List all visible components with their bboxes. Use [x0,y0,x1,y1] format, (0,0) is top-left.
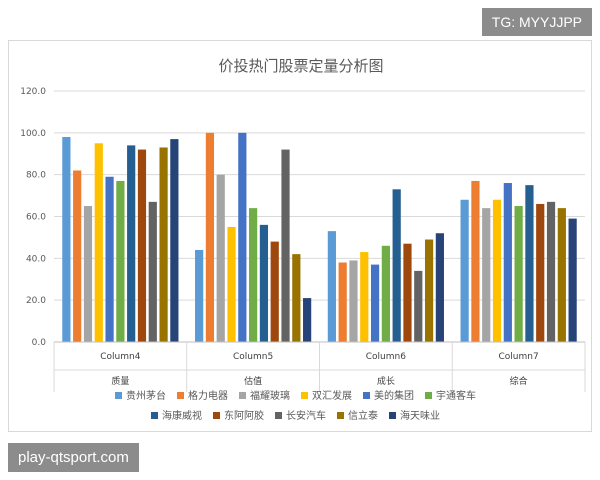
x-tick-label: Column5 [233,352,273,362]
bar [349,260,358,342]
legend-label: 宇通客车 [436,389,476,402]
bar [403,243,412,342]
y-tick-label: 0.0 [32,338,47,348]
bar [62,137,71,342]
legend-swatch [275,412,282,419]
bar [514,206,523,342]
bar [159,147,168,342]
legend-swatch [239,392,246,399]
y-tick-label: 120.0 [20,87,46,97]
group-label: 成长 [377,375,395,387]
legend-swatch [213,412,220,419]
group-label: 综合 [510,375,528,387]
x-tick-label: Column6 [366,352,406,362]
legend-label: 格力电器 [188,389,228,402]
legend-label: 东阿阿胶 [224,409,264,422]
y-tick-label: 40.0 [26,254,46,264]
bar [195,249,204,342]
bar [392,189,401,342]
bar [259,224,269,342]
legend-label: 贵州茅台 [126,389,166,402]
chart-frame: 价投热门股票定量分析图 0.0 20.0 40.0 60.0 80.0 100.0 120.… [8,40,592,432]
bar [503,183,512,342]
bar [270,241,279,342]
watermark-top: TG: MYYJJPP [481,8,592,36]
chart-svg: 价投热门股票定量分析图 0.0 20.0 40.0 60.0 80.0 100.0 120.… [20,57,586,422]
bar [227,226,236,342]
bar [546,201,556,342]
legend-swatch [337,412,344,419]
watermark-bottom: play-qtsport.com [8,443,139,472]
y-tick-label: 100.0 [20,129,46,139]
bar [116,180,125,342]
bar [94,143,103,342]
legend-label: 美的集团 [374,389,414,402]
bar [536,203,545,342]
bar [414,270,423,342]
legend-swatch [363,392,370,399]
legend-label: 双汇发展 [312,389,352,402]
legend-label: 海康威视 [162,409,202,422]
bars-layer [62,132,577,342]
bar [303,298,312,342]
bar [105,176,114,342]
bar [525,185,534,342]
bar [460,199,469,342]
bar [360,252,369,342]
legend-swatch [177,392,184,399]
bar [292,254,301,342]
group-label: 质量 [111,375,129,387]
bar [482,208,491,342]
legend-label: 福耀玻璃 [250,389,290,402]
bar [216,174,225,342]
bar [381,245,390,342]
bar [170,139,179,342]
bar [249,208,258,342]
bar [327,231,336,342]
bar [435,233,444,342]
x-tick-label: Column7 [499,352,539,362]
bar [137,149,147,342]
legend-swatch [115,392,122,399]
bar [205,132,215,342]
y-tick-label: 20.0 [26,296,46,306]
bar [370,264,380,342]
bar [238,132,247,342]
bar [281,149,290,342]
group-label: 估值 [244,375,262,387]
x-tick-label: Column4 [100,352,140,362]
y-tick-label: 60.0 [26,213,46,223]
y-tick-label: 80.0 [26,171,46,181]
legend-swatch [389,412,396,419]
bar [492,199,502,342]
bar [127,145,136,342]
legend-swatch [425,392,432,399]
legend-swatch [151,412,158,419]
legend-label: 长安汽车 [286,409,326,422]
bar [424,239,434,342]
bar [471,180,480,342]
legend-label: 海天味业 [400,409,440,422]
axis-layer: 0.0 20.0 40.0 60.0 80.0 100.0 120.0 Column4 质量 Co… [20,87,586,392]
bar [148,201,157,342]
legend-label: 信立泰 [348,409,378,422]
bar [338,262,347,342]
legend-swatch [301,392,308,399]
bar [568,218,577,342]
bar [73,170,82,342]
chart-title: 价投热门股票定量分析图 [218,57,383,75]
bar [83,206,93,342]
bar [557,208,566,342]
